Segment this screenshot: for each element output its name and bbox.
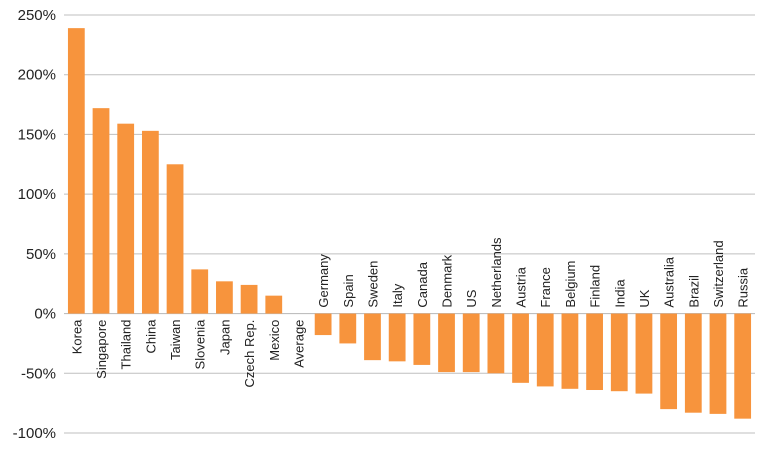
category-label: Czech Rep.	[242, 320, 257, 388]
bar-korea	[67, 28, 85, 314]
bar-france	[536, 313, 554, 387]
bar-belgium	[561, 313, 579, 389]
bar-finland	[586, 313, 603, 391]
bar-japan	[216, 281, 233, 314]
y-tick-label: 250%	[18, 7, 56, 24]
y-axis-ticks: -100% -50% 0% 50% 100% 150% 200% 250%	[13, 7, 56, 442]
category-label: Sweden	[365, 261, 380, 308]
category-label: Taiwan	[168, 320, 183, 360]
category-label: Denmark	[440, 254, 455, 307]
category-label: UK	[637, 289, 652, 307]
bar-china	[141, 130, 159, 314]
category-label: Italy	[390, 283, 405, 307]
bar-canada	[413, 313, 431, 365]
bar-mexico	[265, 295, 283, 314]
bar-russia	[734, 313, 752, 419]
category-label: Belgium	[563, 261, 578, 308]
category-label: Finland	[588, 265, 603, 308]
category-label: Mexico	[267, 320, 282, 361]
bar-thailand	[117, 123, 135, 314]
bar-uk	[635, 313, 653, 394]
category-label: Germany	[316, 254, 331, 308]
bar-india	[610, 313, 628, 392]
bar-denmark	[438, 313, 455, 373]
category-label: France	[538, 267, 553, 307]
bar-germany	[314, 313, 332, 336]
category-label: Austria	[514, 266, 529, 307]
y-tick-label: 50%	[26, 246, 56, 263]
y-tick-label: 100%	[18, 186, 56, 203]
bar-singapore	[92, 108, 110, 314]
y-tick-label: 200%	[18, 67, 56, 84]
bar-spain	[339, 313, 357, 344]
y-tick-label: -100%	[13, 425, 56, 442]
category-label: Netherlands	[489, 237, 504, 308]
category-label: Korea	[69, 319, 84, 354]
bars	[67, 28, 752, 419]
bar-italy	[388, 313, 406, 362]
bar-sweden	[364, 313, 381, 361]
category-label: Brazil	[686, 275, 701, 308]
category-label: Slovenia	[193, 319, 208, 370]
y-tick-label: 0%	[34, 306, 56, 323]
bar-netherlands	[487, 313, 505, 374]
category-label: Canada	[415, 261, 430, 307]
category-label: US	[464, 289, 479, 307]
category-label: Russia	[736, 267, 751, 308]
bar-slovenia	[191, 269, 209, 314]
category-label: Average	[291, 320, 306, 368]
category-label: Spain	[341, 274, 356, 307]
category-label: Japan	[217, 320, 232, 355]
bar-us	[462, 313, 480, 373]
y-tick-label: 150%	[18, 126, 56, 143]
category-label: India	[612, 279, 627, 308]
category-labels: Korea Singapore Thailand China Taiwan Sloveni…	[69, 237, 750, 388]
bar-australia	[660, 313, 678, 410]
category-label: Switzerland	[711, 240, 726, 307]
bar-brazil	[684, 313, 702, 413]
category-label: Thailand	[119, 320, 134, 370]
bar-czech-rep	[240, 284, 258, 314]
category-label: Australia	[662, 256, 677, 307]
bar-taiwan	[166, 164, 184, 314]
bar-austria	[512, 313, 529, 383]
category-label: Singapore	[94, 320, 109, 379]
y-tick-label: -50%	[21, 365, 56, 382]
bar-switzerland	[709, 313, 727, 414]
category-label: China	[143, 319, 158, 354]
